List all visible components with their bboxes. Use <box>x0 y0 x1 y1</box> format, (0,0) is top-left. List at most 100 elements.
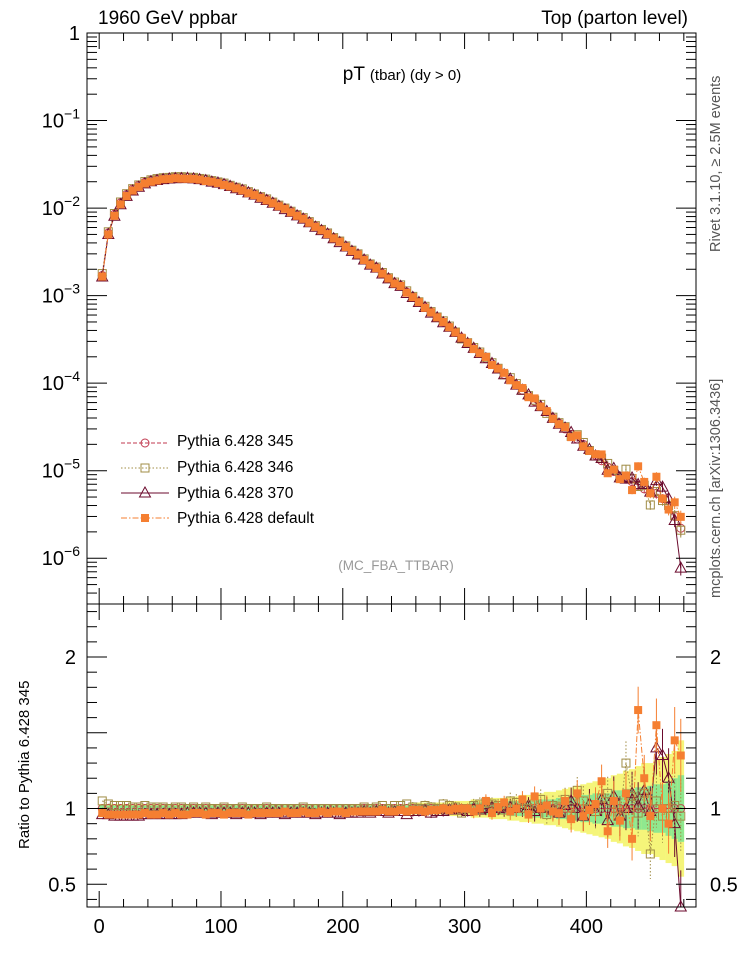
main-point-default <box>463 338 472 347</box>
ratio-point-default <box>554 809 563 818</box>
ratio-point-p346 <box>651 796 661 806</box>
main-point-default <box>390 279 399 288</box>
main-point-default <box>177 174 186 183</box>
main-point-default <box>226 182 235 191</box>
ratio-point-default <box>128 810 137 819</box>
ratio-panel-series <box>95 686 688 912</box>
ratio-point-default <box>652 721 661 730</box>
main-y-tick-label: 10−6 <box>42 543 80 570</box>
ratio-point-default <box>341 809 350 818</box>
ratio-point-p346 <box>103 799 113 809</box>
main-point-default <box>335 237 344 246</box>
ratio-point-default <box>177 810 186 819</box>
main-y-tick-label: 10−2 <box>42 193 80 220</box>
main-series-p346 <box>97 172 686 538</box>
ratio-y-axis-label: Ratio to Pythia 6.428 345 <box>16 680 33 849</box>
ratio-point-default <box>256 809 265 818</box>
ratio-point-default <box>402 807 411 816</box>
ratio-point-p346 <box>645 849 655 859</box>
ratio-point-default <box>165 810 174 819</box>
ratio-point-default <box>244 810 253 819</box>
ratio-point-default <box>232 809 241 818</box>
ratio-y-tick-label-right: 0.5 <box>710 874 738 896</box>
legend-label-346: Pythia 6.428 346 <box>177 459 294 476</box>
ratio-point-default <box>195 809 204 818</box>
ratio-series-default <box>98 686 685 861</box>
ratio-point-default <box>414 806 423 815</box>
ratio-point-default <box>670 736 679 745</box>
main-point-default <box>347 246 356 255</box>
legend-marker-sample <box>141 514 149 522</box>
ratio-y-tick-label: 0.5 <box>48 874 76 896</box>
ratio-point-default <box>664 819 673 828</box>
main-point-default <box>408 293 417 302</box>
legend-marker-sample <box>138 485 152 498</box>
main-point-default <box>512 381 521 390</box>
ratio-y-tick-label-right: 2 <box>710 647 721 669</box>
main-panel-axes: 1 10−1 10−2 10−3 10−4 10−5 10−6 <box>42 23 696 605</box>
main-point-default <box>573 431 582 440</box>
main-y-tick-label: 10−1 <box>42 106 80 133</box>
ratio-panel-axes: 0 100 200 300 400 0.5 0.5 1 1 2 2 <box>48 604 738 938</box>
main-point-default <box>287 208 296 217</box>
ratio-point-p346 <box>97 796 107 806</box>
main-line-p346 <box>101 176 682 531</box>
ratio-point-default <box>506 807 515 816</box>
main-point-default <box>676 512 685 521</box>
ratio-point-default <box>274 809 283 818</box>
main-point-default <box>165 174 174 183</box>
legend-marker-sample <box>140 438 150 448</box>
legend <box>121 438 169 522</box>
main-point-default <box>579 442 588 451</box>
main-line-default <box>101 177 682 518</box>
main-point-default <box>469 345 478 354</box>
ratio-point-default <box>287 809 296 818</box>
main-point-p370 <box>674 561 688 573</box>
ratio-point-p346 <box>109 800 119 810</box>
ratio-point-p346 <box>670 800 680 810</box>
plot-title-main: pT <box>342 64 365 85</box>
main-point-default <box>189 174 198 183</box>
main-y-tick-label: 10−5 <box>42 456 80 483</box>
ratio-y-tick-label-right: 1 <box>710 799 721 821</box>
ratio-point-default <box>621 789 630 798</box>
main-point-default <box>354 250 363 259</box>
legend-label-default: Pythia 6.428 default <box>177 510 315 527</box>
ratio-point-p370 <box>656 748 669 760</box>
ratio-point-default <box>207 809 216 818</box>
ratio-line-default <box>102 710 682 839</box>
main-point-default <box>268 199 277 208</box>
ratio-point-default <box>183 810 192 819</box>
main-point-default <box>372 264 381 273</box>
main-point-default <box>244 189 253 198</box>
ratio-panel-frame <box>86 603 697 908</box>
ratio-point-default <box>433 806 442 815</box>
ratio-point-default <box>469 807 478 816</box>
plot-title-sub: (tbar) (dy > 0) <box>369 67 462 84</box>
main-point-default <box>366 260 375 269</box>
ratio-point-default <box>335 807 344 816</box>
x-tick-label: 0 <box>94 916 105 938</box>
main-point-p346 <box>645 500 655 510</box>
ratio-point-default <box>116 810 125 819</box>
main-point-default <box>146 177 155 186</box>
analysis-label: (MC_FBA_TTBAR) <box>338 558 454 573</box>
main-point-default <box>384 274 393 283</box>
ratio-y-tick-label: 2 <box>65 647 76 669</box>
main-series-default <box>98 174 685 525</box>
main-y-tick-label: 1 <box>69 23 80 45</box>
main-point-default <box>116 200 125 209</box>
rivet-version-label: Rivet 3.1.10, ≥ 2.5M events <box>708 75 724 252</box>
header-energy: 1960 GeV ppbar <box>98 8 238 29</box>
legend-label-370: Pythia 6.428 370 <box>177 485 294 502</box>
ratio-point-default <box>323 809 332 818</box>
main-y-tick-label: 10−3 <box>42 281 80 308</box>
ratio-point-p346 <box>603 788 613 798</box>
main-y-tick-label: 10−4 <box>42 368 80 395</box>
main-point-default <box>640 477 649 486</box>
main-point-default <box>481 352 490 361</box>
main-point-default <box>299 214 308 223</box>
ratio-point-p370 <box>570 801 584 814</box>
main-point-default <box>585 446 594 455</box>
